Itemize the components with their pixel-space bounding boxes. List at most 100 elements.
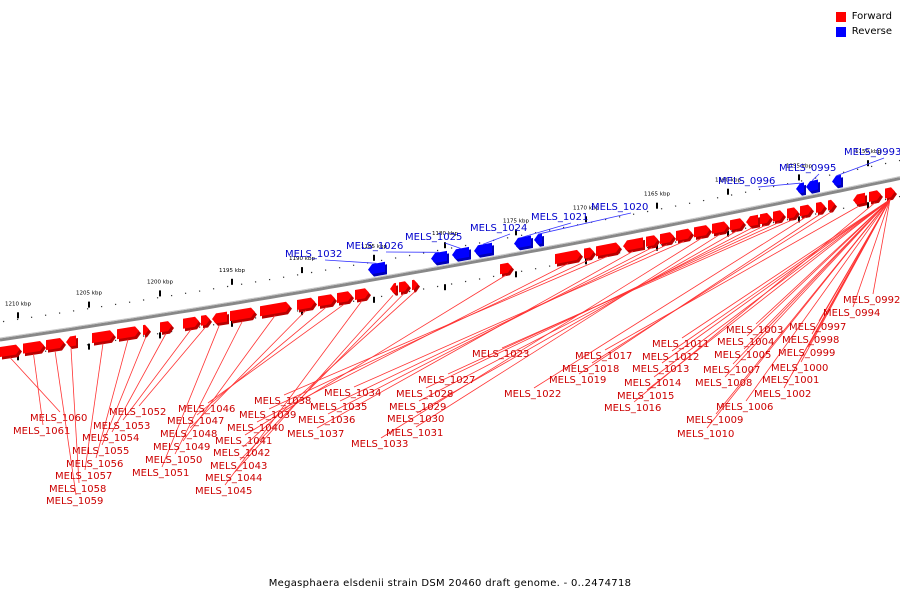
forward-gene-label: MELS_1027 (418, 375, 475, 386)
forward-gene-label: MELS_1036 (298, 415, 355, 426)
gene-arrow (23, 341, 44, 354)
forward-gene-label: MELS_1045 (195, 486, 252, 497)
kbp-tick-label: 1210 kbp (5, 301, 31, 307)
label-leader (283, 255, 609, 396)
gene-arrow (355, 288, 369, 300)
kbp-tick-label: 1195 kbp (219, 268, 245, 274)
reverse-swatch (835, 26, 846, 37)
kbp-tick-label: 1170 kbp (573, 205, 599, 211)
forward-gene-label: MELS_1049 (153, 442, 210, 453)
gene-arrow (828, 199, 835, 211)
gene-arrow (646, 235, 658, 247)
label-leader (872, 199, 891, 295)
gene-arrow (66, 335, 76, 347)
reverse-gene-label: MELS_0993 (844, 147, 900, 158)
label-leader (604, 205, 860, 351)
forward-gene-label: MELS_1043 (210, 461, 267, 472)
forward-gene-label: MELS_1000 (771, 363, 828, 374)
gene-arrow (46, 338, 64, 351)
genome-backbone (0, 177, 900, 342)
label-leader (327, 247, 653, 415)
forward-gene-label: MELS_1013 (632, 364, 689, 375)
label-leader (418, 227, 753, 402)
gene-arrow (623, 237, 643, 251)
forward-gene-label: MELS_1007 (703, 365, 760, 376)
gene-arrow (500, 262, 512, 275)
label-leader (732, 199, 891, 365)
gene-arrow (92, 330, 114, 344)
gene-arrow (0, 344, 20, 357)
label-leader (755, 199, 891, 325)
label-leader (242, 291, 416, 448)
gene-arrow (201, 315, 210, 326)
label-leader (501, 219, 793, 349)
label-leader (482, 233, 511, 245)
forward-gene-label: MELS_1056 (66, 459, 123, 470)
forward-gene-label: MELS_1051 (132, 468, 189, 479)
forward-gene-label: MELS_1052 (109, 407, 166, 418)
gene-arrow (534, 233, 542, 245)
label-leader (268, 259, 590, 410)
label-leader (745, 199, 891, 402)
forward-gene-label: MELS_1022 (504, 389, 561, 400)
gene-arrow (885, 187, 895, 199)
kbp-tick-label: 1175 kbp (503, 218, 529, 224)
label-leader (415, 233, 721, 428)
forward-gene-label: MELS_1055 (72, 446, 129, 457)
gene-arrow (816, 201, 825, 213)
legend-item-reverse[interactable]: Reverse (835, 24, 892, 39)
forward-gene-label: MELS_1048 (160, 429, 217, 440)
label-leader (54, 350, 77, 496)
legend-item-forward[interactable]: Forward (835, 9, 892, 24)
gene-arrow (412, 279, 418, 291)
label-leader (239, 293, 405, 461)
legend: Forward Reverse (835, 9, 892, 39)
forward-swatch (835, 11, 846, 22)
forward-gene-label: MELS_1038 (254, 396, 311, 407)
kbp-tick-label: 1150 kbp (855, 149, 881, 155)
label-leader (196, 306, 327, 416)
label-leader (646, 199, 891, 391)
forward-gene-label: MELS_1028 (396, 389, 453, 400)
gene-arrow (230, 307, 255, 322)
forward-gene-label: MELS_1016 (604, 403, 661, 414)
reverse-gene-label: MELS_0995 (779, 163, 836, 174)
label-leader (9, 357, 61, 413)
gene-arrow (773, 210, 784, 222)
label-leader (244, 274, 507, 436)
label-leader (416, 230, 738, 414)
reverse-gene-label: MELS_1032 (285, 249, 342, 260)
reverse-gene-label: MELS_1021 (531, 212, 588, 223)
label-leader (101, 336, 147, 446)
forward-gene-label: MELS_1044 (205, 473, 262, 484)
gene-arrow (390, 282, 396, 294)
forward-gene-label: MELS_1006 (716, 402, 773, 413)
gene-arrow (474, 242, 492, 256)
label-leader (224, 300, 363, 486)
forward-gene-label: MELS_0992 (843, 295, 900, 306)
forward-gene-label: MELS_1030 (387, 414, 444, 425)
forward-gene-label: MELS_1053 (93, 421, 150, 432)
forward-gene-label: MELS_1060 (30, 413, 87, 424)
forward-gene-label: MELS_1003 (726, 325, 783, 336)
label-leader (84, 343, 104, 471)
forward-gene-label: MELS_1031 (386, 428, 443, 439)
gene-arrow (853, 192, 865, 205)
gene-arrow (787, 207, 798, 219)
forward-gene-label: MELS_1042 (213, 448, 270, 459)
label-leader (256, 263, 569, 423)
reverse-gene-label: MELS_1020 (591, 202, 648, 213)
kbp-tick-label: 1165 kbp (644, 192, 670, 198)
gene-arrow (746, 214, 758, 227)
label-leader (522, 222, 572, 238)
kbp-tick-label: 1200 kbp (147, 279, 173, 285)
gene-arrow (260, 301, 290, 317)
label-leader (122, 329, 192, 421)
kbp-tick-label: 1190 kbp (289, 256, 315, 262)
label-leader (70, 348, 80, 484)
legend-label-forward: Forward (851, 11, 892, 22)
gene-arrow (596, 242, 620, 257)
kbp-tick-label: 1155 kbp (786, 163, 812, 169)
forward-gene-label: MELS_0997 (789, 322, 846, 333)
